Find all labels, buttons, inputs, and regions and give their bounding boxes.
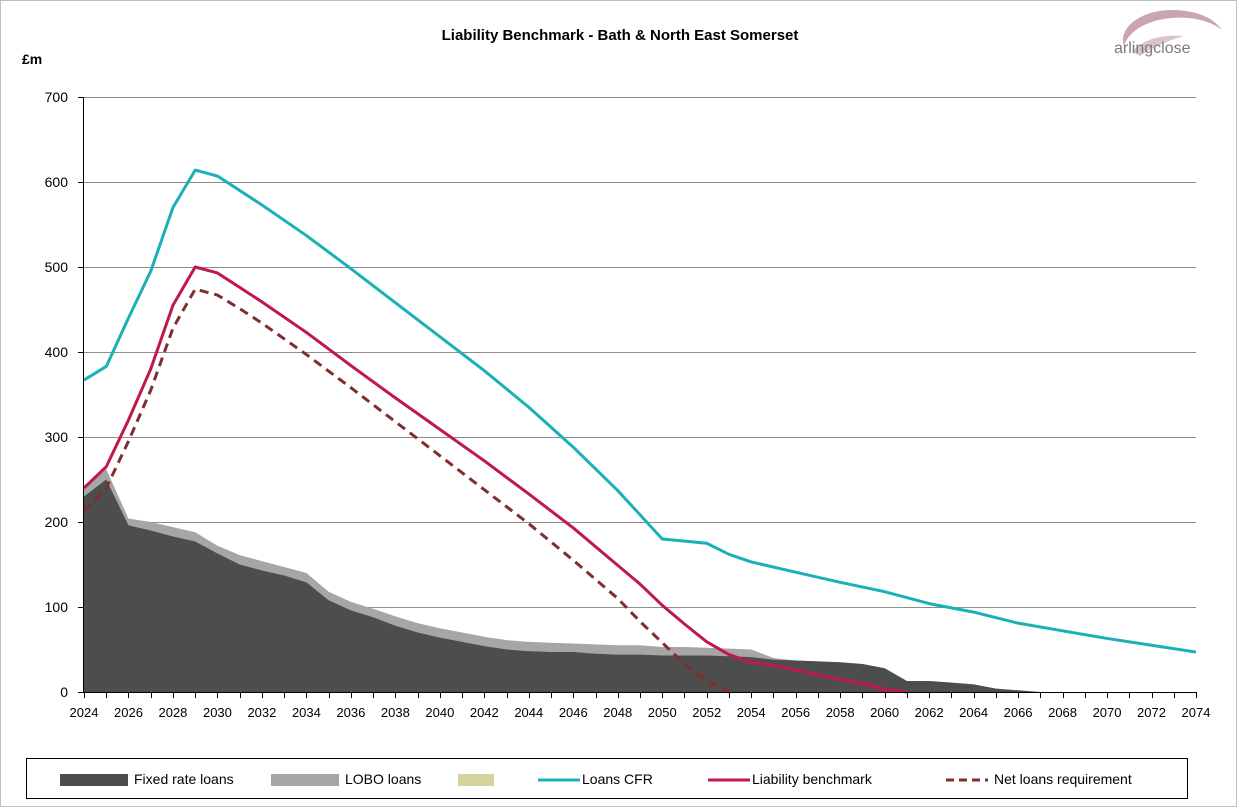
x-tick-label: 2048 (603, 705, 632, 720)
x-tick-label: 2056 (781, 705, 810, 720)
line-series (82, 168, 1197, 694)
x-tick-label: 2024 (70, 705, 99, 720)
series-line-net-loans-requirement (82, 287, 730, 694)
legend-label-fixed-rate-loans: Fixed rate loans (134, 771, 234, 787)
legend: Fixed rate loans LOBO loans Loans CFR Li… (26, 758, 1188, 799)
x-tick-label: 2058 (826, 705, 855, 720)
legend-box (26, 758, 1188, 799)
x-tick-label: 2074 (1182, 705, 1211, 720)
x-tick-label: 2066 (1004, 705, 1033, 720)
x-tick-label: 2034 (292, 705, 321, 720)
axes (78, 97, 1197, 698)
x-tick-label: 2032 (247, 705, 276, 720)
x-tick-label: 2026 (114, 705, 143, 720)
x-tick-label: 2068 (1048, 705, 1077, 720)
legend-label-liability-benchmark: Liability benchmark (752, 771, 873, 787)
area-series (84, 469, 1196, 692)
x-tick-label: 2038 (381, 705, 410, 720)
y-tick-label: 200 (45, 514, 69, 530)
gridlines (84, 97, 1196, 608)
series-line-loans-cfr (83, 168, 1197, 654)
y-tick-label: 0 (60, 684, 68, 700)
x-tick-label: 2028 (158, 705, 187, 720)
logo-swoosh (1123, 10, 1222, 46)
logo-text: arlingclose (1114, 40, 1191, 57)
legend-label-net-loans-requirement: Net loans requirement (994, 771, 1132, 787)
legend-swatch-fixed-rate-loans (60, 774, 128, 786)
x-tick-label: 2054 (737, 705, 766, 720)
y-tick-label: 400 (45, 344, 69, 360)
x-tick-label: 2064 (959, 705, 988, 720)
y-tick-label: 600 (45, 174, 69, 190)
y-tick-label: 300 (45, 429, 69, 445)
x-tick-label: 2060 (870, 705, 899, 720)
x-tick-label: 2046 (559, 705, 588, 720)
arlingclose-logo: arlingclose (1114, 10, 1222, 57)
x-tick-label: 2050 (648, 705, 677, 720)
logo-swoosh-2 (1132, 35, 1184, 56)
legend-swatch-lobo-loans (271, 774, 339, 786)
x-tick-labels: 2024 2026 2028 2030 2032 2034 2036 2038 2040 2042… (70, 705, 1211, 720)
y-axis-label: £m (22, 51, 42, 67)
x-tick-label: 2030 (203, 705, 232, 720)
y-tick-label: 700 (45, 89, 69, 105)
x-tick-label: 2052 (692, 705, 721, 720)
y-tick-label: 100 (45, 599, 69, 615)
x-tick-label: 2044 (514, 705, 543, 720)
chart-title: Liability Benchmark - Bath & North East … (442, 27, 799, 44)
x-tick-label: 2062 (915, 705, 944, 720)
x-tick-label: 2040 (425, 705, 454, 720)
legend-label-lobo-loans: LOBO loans (345, 771, 421, 787)
x-tick-label: 2070 (1093, 705, 1122, 720)
x-tick-label: 2042 (470, 705, 499, 720)
legend-label-loans-cfr: Loans CFR (582, 771, 653, 787)
y-tick-label: 500 (45, 259, 69, 275)
y-tick-labels: 0 100 200 300 400 500 600 700 (45, 89, 69, 700)
series-area-fixed-rate-loans (84, 479, 1196, 692)
series-line-liability-benchmark (82, 265, 908, 694)
x-tick-label: 2072 (1137, 705, 1166, 720)
legend-swatch-unlabeled (458, 774, 494, 786)
x-tick-label: 2036 (336, 705, 365, 720)
